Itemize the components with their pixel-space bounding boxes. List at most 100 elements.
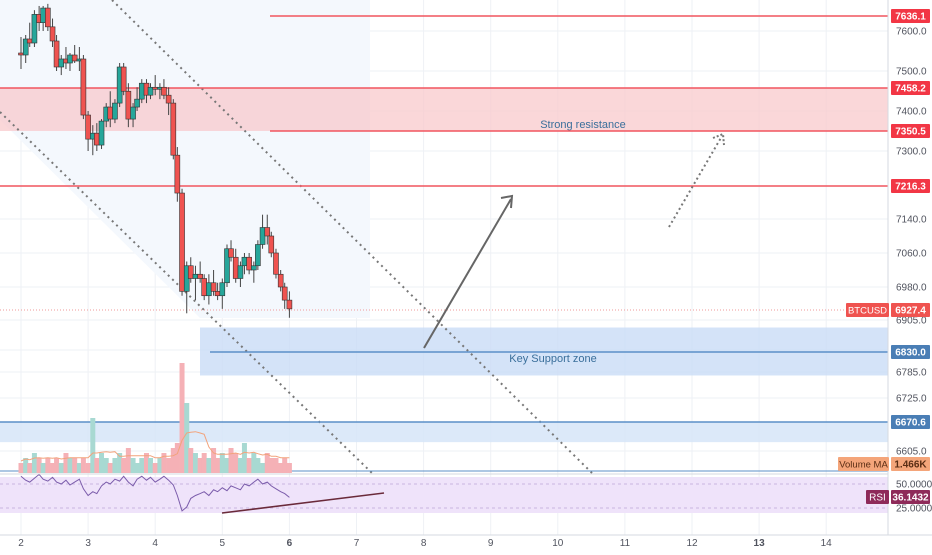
candle-body <box>201 278 207 297</box>
volume-bar <box>134 463 140 473</box>
candle-body <box>224 248 230 284</box>
volume-bar <box>255 458 261 473</box>
price-badge <box>891 81 930 95</box>
candle-body <box>246 256 252 271</box>
volume-ma-line <box>20 431 290 462</box>
volume-bar <box>166 458 172 473</box>
candle-body <box>273 252 279 275</box>
volume-bar <box>143 453 149 473</box>
time-tick-label: 7 <box>354 538 360 549</box>
symbol-badge <box>846 303 889 317</box>
candle <box>187 257 194 283</box>
volume-bar <box>85 463 91 473</box>
candle-body <box>49 26 56 42</box>
volume-bar <box>197 458 203 473</box>
candle-body <box>251 265 257 271</box>
candle-body <box>179 192 185 292</box>
candle-body <box>147 86 154 96</box>
candle <box>255 240 261 270</box>
volume-bar <box>224 458 230 473</box>
volume-bar <box>260 463 266 473</box>
price-badge-label: 7636.1 <box>895 12 926 23</box>
candle <box>161 79 167 100</box>
candle <box>147 83 154 100</box>
volume-bar <box>63 453 69 473</box>
candle <box>49 18 56 47</box>
volume-bar <box>192 453 198 473</box>
volume-bar <box>179 363 185 473</box>
candle <box>53 35 60 71</box>
candle-body <box>255 244 261 267</box>
volume-bar <box>80 458 86 473</box>
volume-bar <box>18 463 24 473</box>
time-tick-label: 8 <box>421 538 427 549</box>
candle <box>251 261 257 283</box>
time-tick-label: 3 <box>85 538 91 549</box>
channel-fill <box>0 0 370 318</box>
volume-bar <box>99 453 105 473</box>
rsi-tag-label: RSI <box>869 493 886 504</box>
projection-arrow <box>423 198 512 349</box>
candle-body <box>277 273 284 288</box>
candle <box>130 103 136 128</box>
candle-body <box>232 256 239 279</box>
price-badge-label: 7350.5 <box>895 127 926 138</box>
price-tick-label: 7300.0 <box>896 147 927 158</box>
time-tick-label: 2 <box>18 538 24 549</box>
rsi-tick-label: 50.0000 <box>896 480 932 491</box>
candle-body <box>286 299 293 310</box>
candle-body <box>22 38 29 56</box>
candle-body <box>187 265 194 279</box>
price-badge-label: 6927.4 <box>895 306 926 317</box>
candle-body <box>161 86 167 96</box>
candle <box>71 45 78 63</box>
volume-bar <box>125 448 131 473</box>
candle-body <box>174 154 181 194</box>
candle-body <box>45 7 51 28</box>
candle <box>22 35 29 63</box>
volume-bar <box>184 403 190 473</box>
candle <box>179 188 185 296</box>
candle <box>237 261 244 287</box>
price-tick-label: 7140.0 <box>896 215 927 226</box>
price-tick-label: 6605.0 <box>896 447 927 458</box>
candle <box>170 99 177 160</box>
time-tick-label: 11 <box>620 538 631 549</box>
candle <box>197 261 203 283</box>
candle-body <box>152 86 158 90</box>
price-badge-label: 6830.0 <box>895 348 926 359</box>
candle-body <box>85 114 91 140</box>
candle-body <box>259 227 266 245</box>
candle-body <box>268 235 275 254</box>
price-badge-label: 7458.2 <box>895 84 926 95</box>
candle-body <box>237 265 244 279</box>
price-badge <box>891 345 930 359</box>
volume-bar <box>94 458 100 473</box>
candle <box>45 3 51 31</box>
resistance-zone-label: Strong resistance <box>540 119 626 131</box>
volume-bar <box>50 463 56 473</box>
price-tick-label: 7600.0 <box>896 27 927 38</box>
candle-body <box>112 102 118 120</box>
candle-body <box>219 282 226 297</box>
volume-bar <box>139 458 145 473</box>
volume-ma-value: 1.466K <box>894 460 927 471</box>
symbol-badge-label: BTCUSD <box>848 306 887 317</box>
volume-bar <box>130 458 136 473</box>
time-tick-label: 5 <box>220 538 226 549</box>
volume-bar <box>219 453 225 473</box>
volume-bar <box>72 458 78 473</box>
candle-body <box>134 98 140 108</box>
volume-bar <box>215 458 221 473</box>
price-badge-label: 6670.6 <box>895 418 926 429</box>
candle-body <box>26 38 33 44</box>
candle <box>165 87 172 116</box>
projection-arrow-head <box>500 194 514 209</box>
candle <box>98 119 105 150</box>
volume-bar <box>161 453 167 473</box>
price-tick-label: 7400.0 <box>896 107 927 118</box>
candle <box>112 99 118 124</box>
volume-bar <box>107 463 113 473</box>
